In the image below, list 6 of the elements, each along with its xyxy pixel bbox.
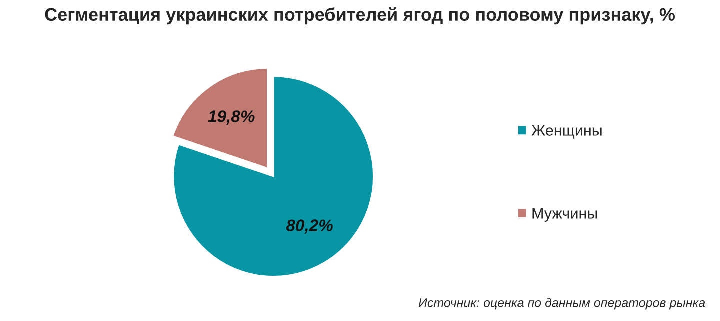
legend-label: Женщины <box>532 125 602 139</box>
legend-label: Мужчины <box>532 208 598 222</box>
data-label: 80,2% <box>286 220 333 234</box>
text: Источник: оценка по данным операторов рынка <box>418 298 706 310</box>
chart-title: Сегментация украинских потребителей ягод по половому признаку, % <box>45 7 675 25</box>
data-label: 19,8% <box>208 110 255 125</box>
